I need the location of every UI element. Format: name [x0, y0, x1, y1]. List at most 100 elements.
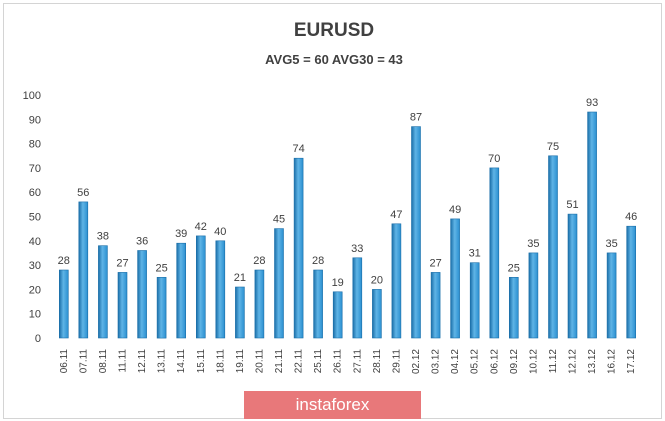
data-label: 35	[605, 238, 617, 250]
bar	[254, 269, 265, 339]
bar	[176, 242, 186, 339]
x-tick-label: 05.12	[470, 349, 481, 374]
data-label: 25	[508, 262, 520, 274]
data-label: 40	[214, 226, 226, 238]
x-tick-label: 08.11	[98, 349, 109, 374]
bar	[450, 218, 460, 339]
x-tick-label: 26.11	[333, 349, 344, 374]
bar	[548, 155, 558, 339]
y-tick-label: 90	[29, 114, 41, 126]
x-tick-label: 22.11	[294, 349, 305, 374]
x-tick-label: 11.11	[118, 349, 129, 373]
data-label: 75	[547, 141, 559, 153]
data-label: 39	[175, 228, 187, 240]
data-label: 19	[332, 277, 344, 289]
data-label: 27	[429, 257, 441, 269]
bar	[626, 225, 637, 339]
data-label: 47	[390, 209, 402, 221]
x-tick-label: 07.11	[78, 349, 89, 374]
data-label: 20	[371, 274, 383, 286]
bar	[411, 126, 421, 339]
bar	[567, 213, 578, 339]
bar	[58, 269, 69, 339]
x-tick-label: 13.12	[587, 349, 598, 374]
bar	[293, 157, 304, 339]
data-label: 42	[195, 221, 207, 233]
bar	[391, 223, 402, 339]
x-tick-label: 11.12	[548, 349, 559, 374]
y-tick-label: 20	[29, 284, 41, 296]
y-tick-label: 70	[29, 163, 41, 175]
bar	[156, 276, 167, 339]
data-label: 87	[410, 112, 422, 124]
bar	[235, 286, 245, 339]
chart-frame: EURUSD AVG5 = 60 AVG30 = 43 0 10 20 30 40 50 6…	[3, 3, 662, 419]
bar	[98, 245, 108, 339]
data-label: 28	[312, 255, 324, 267]
data-label: 36	[136, 236, 148, 248]
data-label: 25	[155, 262, 167, 274]
y-tick-label: 100	[23, 90, 41, 102]
bar	[372, 289, 382, 339]
bar	[352, 257, 363, 339]
data-label: 38	[97, 231, 109, 243]
y-tick-label: 60	[29, 187, 41, 199]
x-tick-label: 21.11	[274, 349, 285, 374]
y-axis: 0 10 20 30 40 50 60 70 80 90 100	[23, 90, 41, 345]
x-tick-label: 02.12	[411, 349, 422, 374]
data-labels: 28 56 38 27 36 25 39 42 40 21 28 45 74 28 19 33 20 47 87 27…	[58, 97, 638, 289]
x-tick-label: 09.12	[509, 349, 520, 374]
x-tick-label: 16.12	[607, 349, 618, 374]
bar	[508, 276, 519, 339]
x-tick-label: 20.11	[254, 349, 265, 374]
data-label: 46	[625, 211, 637, 223]
data-label: 31	[469, 248, 481, 260]
bar	[313, 269, 323, 339]
data-label: 74	[292, 143, 304, 155]
bar	[606, 252, 617, 339]
data-label: 56	[77, 187, 89, 199]
x-axis: 06.11 07.11 08.11 11.11 12.11 13.11 14.11 15.11…	[59, 349, 637, 374]
data-label: 27	[116, 257, 128, 269]
x-tick-label: 17.12	[626, 349, 637, 374]
x-tick-label: 15.11	[196, 349, 207, 374]
y-tick-label: 40	[29, 236, 41, 248]
x-tick-label: 13.11	[157, 349, 168, 374]
y-tick-label: 50	[29, 212, 41, 224]
bar	[528, 252, 539, 339]
x-tick-label: 12.12	[568, 349, 579, 374]
data-label: 35	[527, 238, 539, 250]
x-tick-label: 14.11	[176, 349, 187, 374]
x-tick-label: 29.11	[391, 349, 402, 374]
bar	[469, 262, 480, 339]
bar	[137, 250, 147, 339]
data-label: 45	[273, 214, 285, 226]
y-tick-label: 0	[35, 333, 41, 345]
bar	[274, 228, 284, 339]
bar	[587, 111, 597, 339]
bar	[332, 291, 343, 339]
chart-subtitle: AVG5 = 60 AVG30 = 43	[265, 52, 403, 67]
data-label: 33	[351, 243, 363, 255]
bars	[58, 111, 637, 339]
data-label: 21	[234, 272, 246, 284]
bar	[430, 272, 441, 339]
x-tick-label: 28.11	[372, 349, 383, 374]
y-tick-label: 10	[29, 309, 41, 321]
bar	[215, 240, 226, 339]
x-tick-label: 06.12	[489, 349, 500, 374]
bar	[117, 272, 128, 339]
y-tick-label: 30	[29, 260, 41, 272]
data-label: 51	[566, 199, 578, 211]
x-tick-label: 04.12	[450, 349, 461, 374]
instaforex-watermark: instaforex	[244, 391, 421, 419]
data-label: 49	[449, 204, 461, 216]
x-tick-label: 10.12	[528, 349, 539, 374]
data-label: 28	[253, 255, 265, 267]
x-tick-label: 12.11	[137, 349, 148, 374]
chart-title: EURUSD	[294, 20, 374, 41]
data-label: 70	[488, 153, 500, 165]
bar	[78, 201, 89, 339]
bar	[489, 167, 500, 339]
data-label: 93	[586, 97, 598, 109]
